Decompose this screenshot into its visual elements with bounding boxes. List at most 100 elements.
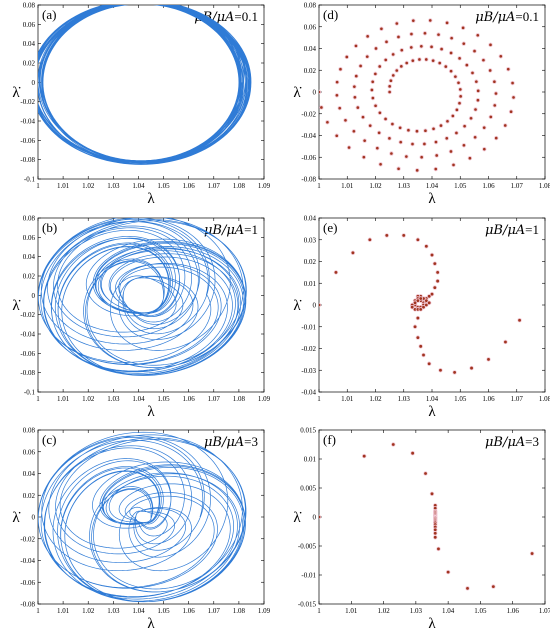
poincare-point bbox=[494, 136, 498, 140]
poincare-point bbox=[416, 336, 420, 340]
poincare-point bbox=[430, 45, 433, 49]
poincare-point bbox=[469, 116, 473, 120]
x-tick-label: 1.07 bbox=[208, 395, 221, 403]
poincare-point bbox=[430, 492, 434, 496]
poincare-point bbox=[431, 59, 435, 62]
panel-e: 1 1.01 1.02 1.03 1.04 1.05 1.06 1.07 1.08 0.04 0.0… bbox=[293, 215, 550, 421]
poincare-point bbox=[489, 115, 493, 119]
ratio-value: =0.1 bbox=[234, 9, 258, 24]
poincare-point bbox=[424, 58, 428, 61]
poincare-point bbox=[389, 79, 393, 83]
ratio-value: =3 bbox=[525, 434, 539, 449]
x-tick-label: 1.09 bbox=[258, 395, 271, 403]
ratio-label: μB/μA=3 bbox=[204, 434, 258, 450]
poincare-point bbox=[473, 135, 477, 139]
y-axis-label: λ̇ bbox=[12, 510, 20, 526]
y-axis-label: λ̇ bbox=[293, 510, 301, 526]
y-tick-label: -0.1 bbox=[24, 176, 36, 184]
poincare-point bbox=[512, 96, 515, 99]
poincare-point bbox=[473, 49, 476, 53]
poincare-point bbox=[458, 101, 461, 105]
poincare-point bbox=[428, 19, 432, 22]
poincare-point bbox=[493, 104, 497, 107]
poincare-point bbox=[385, 40, 388, 44]
poincare-point bbox=[459, 95, 462, 98]
y-tick-label: -0.01 bbox=[301, 572, 316, 580]
poincare-point bbox=[319, 90, 321, 94]
x-tick-label: 1.01 bbox=[341, 395, 354, 403]
poincare-point bbox=[470, 366, 473, 370]
y-tick-label: 0 bbox=[32, 514, 36, 522]
y-tick-label: -0.02 bbox=[301, 345, 316, 353]
poincare-point bbox=[416, 238, 420, 242]
ratio-text: μB/μA=1 bbox=[204, 222, 258, 238]
ratio-label: μB/μA=1 bbox=[204, 222, 258, 238]
panel-a: 1 1.01 1.02 1.03 1.04 1.05 1.06 1.07 1.08 1.09 0.0… bbox=[12, 2, 271, 208]
poincare-point bbox=[362, 454, 366, 458]
x-tick-label: 1.09 bbox=[258, 182, 271, 190]
poincare-point bbox=[353, 85, 356, 88]
panel-label: (d) bbox=[323, 7, 338, 22]
poincare-point bbox=[391, 443, 395, 446]
poincare-point bbox=[493, 80, 496, 83]
poincare-point bbox=[433, 525, 437, 529]
y-tick-label: 0.06 bbox=[23, 448, 36, 456]
x-tick-label: 1 bbox=[317, 182, 321, 190]
y-tick-label: 0.005 bbox=[300, 485, 316, 493]
x-axis-label: λ bbox=[147, 191, 155, 207]
poincare-point bbox=[319, 515, 321, 519]
x-tick-label: 1.02 bbox=[377, 607, 390, 615]
poincare-point bbox=[413, 325, 417, 329]
x-tick-label: 1.07 bbox=[208, 182, 221, 190]
poincare-point bbox=[411, 451, 415, 455]
poincare-point bbox=[436, 279, 440, 283]
poincare-point bbox=[400, 48, 404, 52]
x-tick-label: 1.02 bbox=[369, 182, 382, 190]
y-tick-label: 0.06 bbox=[304, 23, 317, 31]
y-tick-label: -0.01 bbox=[301, 323, 316, 331]
poincare-point bbox=[320, 106, 323, 109]
poincare-point bbox=[368, 124, 372, 127]
x-tick-label: 1.04 bbox=[132, 182, 145, 190]
poincare-point bbox=[415, 169, 419, 172]
y-axis-label: λ̇ bbox=[293, 85, 301, 101]
plot-area bbox=[38, 431, 247, 603]
poincare-point bbox=[446, 119, 449, 123]
poincare-point bbox=[518, 318, 521, 322]
poincare-point bbox=[446, 570, 450, 574]
poincare-point bbox=[462, 42, 466, 45]
poincare-point bbox=[411, 142, 414, 146]
x-tick-label: 1.01 bbox=[57, 182, 70, 190]
poincare-point bbox=[419, 307, 423, 311]
x-tick-label: 1.08 bbox=[539, 182, 550, 190]
y-tick-label: 0.04 bbox=[304, 215, 317, 223]
poincare-point bbox=[424, 299, 428, 303]
x-tick-label: 1.03 bbox=[398, 182, 411, 190]
x-tick-label: 1.08 bbox=[233, 182, 246, 190]
poincare-point bbox=[450, 36, 453, 40]
poincare-point bbox=[419, 344, 423, 348]
poincare-point bbox=[420, 45, 423, 48]
poincare-point bbox=[397, 167, 400, 171]
trajectory-line bbox=[38, 431, 247, 603]
y-tick-label: -0.06 bbox=[20, 350, 35, 358]
x-axis-label: λ bbox=[428, 616, 436, 632]
y-tick-label: -0.02 bbox=[20, 535, 35, 543]
poincare-point bbox=[354, 74, 358, 78]
poincare-point bbox=[452, 163, 455, 167]
x-tick-label: 1.04 bbox=[132, 395, 145, 403]
y-tick-label: 0.04 bbox=[304, 45, 317, 53]
poincare-point bbox=[434, 140, 438, 144]
poincare-point bbox=[319, 303, 321, 307]
ratio-label: μB/μA=0.1 bbox=[475, 9, 539, 25]
y-tick-label: 0.06 bbox=[23, 234, 36, 242]
x-tick-label: 1.02 bbox=[369, 395, 382, 403]
poincare-point bbox=[482, 58, 485, 62]
poincare-point bbox=[459, 88, 462, 91]
x-tick-label: 1.04 bbox=[426, 395, 439, 403]
poincare-point bbox=[400, 65, 403, 68]
ratio-value: =1 bbox=[244, 222, 258, 237]
x-axis-label: λ bbox=[428, 404, 436, 420]
poincare-point bbox=[427, 301, 431, 305]
x-tick-label: 1.03 bbox=[107, 395, 120, 403]
